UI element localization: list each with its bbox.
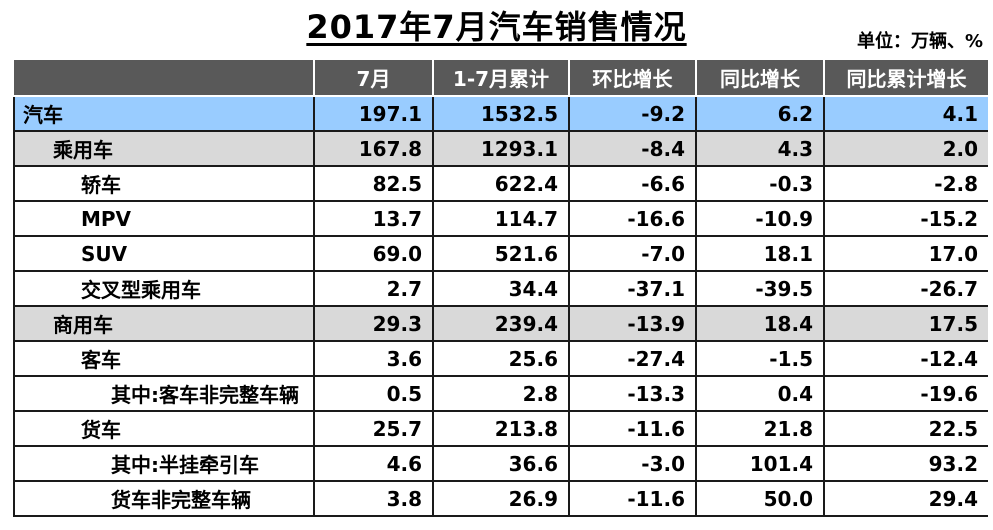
row-label: 货车: [13, 411, 314, 447]
header-cell: 1-7月累计: [432, 60, 569, 97]
value-cell: 622.4: [432, 166, 569, 202]
table-row: 货车非完整车辆 3.8 26.9 -11.6 50.0 29.4: [13, 481, 988, 517]
value-cell: -11.6: [568, 411, 696, 447]
header-cell: 同比增长: [695, 60, 824, 97]
row-label: MPV: [13, 201, 314, 237]
value-cell: 82.5: [313, 166, 433, 202]
sales-table: 7月 1-7月累计 环比增长 同比增长 同比累计增长 汽车 197.1 1532.5 -9.2…: [13, 60, 988, 517]
value-cell: 239.4: [432, 306, 569, 342]
value-cell: 4.1: [823, 96, 988, 132]
value-cell: 25.6: [432, 341, 569, 377]
value-cell: 4.6: [313, 446, 433, 482]
value-cell: 21.8: [695, 411, 824, 447]
table-row: 商用车 29.3 239.4 -13.9 18.4 17.5: [13, 306, 988, 342]
value-cell: 29.4: [823, 481, 988, 517]
value-cell: 521.6: [432, 236, 569, 272]
value-cell: 101.4: [695, 446, 824, 482]
value-cell: 6.2: [695, 96, 824, 132]
header-cell: 7月: [313, 60, 433, 97]
value-cell: -16.6: [568, 201, 696, 237]
value-cell: -37.1: [568, 271, 696, 307]
value-cell: 26.9: [432, 481, 569, 517]
table-row: 轿车 82.5 622.4 -6.6 -0.3 -2.8: [13, 166, 988, 202]
value-cell: 167.8: [313, 131, 433, 167]
value-cell: -2.8: [823, 166, 988, 202]
row-label: 汽车: [13, 96, 314, 132]
value-cell: -1.5: [695, 341, 824, 377]
value-cell: 0.4: [695, 376, 824, 412]
value-cell: 213.8: [432, 411, 569, 447]
row-label: 其中:客车非完整车辆: [13, 376, 314, 412]
value-cell: -3.0: [568, 446, 696, 482]
value-cell: 2.0: [823, 131, 988, 167]
row-label: 商用车: [13, 306, 314, 342]
header-row: 7月 1-7月累计 环比增长 同比增长 同比累计增长: [14, 60, 988, 97]
value-cell: -19.6: [823, 376, 988, 412]
value-cell: -11.6: [568, 481, 696, 517]
row-label: 货车非完整车辆: [13, 481, 314, 517]
page-title: 2017年7月汽车销售情况: [306, 8, 687, 46]
value-cell: 0.5: [313, 376, 433, 412]
value-cell: -12.4: [823, 341, 988, 377]
value-cell: 197.1: [313, 96, 433, 132]
header-cell: 同比累计增长: [823, 60, 988, 97]
table-row: 客车 3.6 25.6 -27.4 -1.5 -12.4: [13, 341, 988, 377]
row-label: 乘用车: [13, 131, 314, 167]
table-row: 乘用车 167.8 1293.1 -8.4 4.3 2.0: [13, 131, 988, 167]
value-cell: 18.4: [695, 306, 824, 342]
value-cell: 17.0: [823, 236, 988, 272]
row-label: SUV: [13, 236, 314, 272]
value-cell: -7.0: [568, 236, 696, 272]
value-cell: 34.4: [432, 271, 569, 307]
value-cell: -27.4: [568, 341, 696, 377]
value-cell: -26.7: [823, 271, 988, 307]
value-cell: 4.3: [695, 131, 824, 167]
unit-label: 单位：万辆、%: [856, 31, 983, 52]
value-cell: -39.5: [695, 271, 824, 307]
value-cell: 18.1: [695, 236, 824, 272]
table-row: SUV 69.0 521.6 -7.0 18.1 17.0: [13, 236, 988, 272]
row-label: 轿车: [13, 166, 314, 202]
row-label: 交叉型乘用车: [13, 271, 314, 307]
header-cell-rowlabel: [14, 60, 314, 97]
value-cell: 13.7: [313, 201, 433, 237]
table-body: 汽车 197.1 1532.5 -9.2 6.2 4.1 乘用车 167.8 1293.1 -8.…: [13, 96, 988, 517]
value-cell: 2.7: [313, 271, 433, 307]
value-cell: 17.5: [823, 306, 988, 342]
value-cell: 25.7: [313, 411, 433, 447]
value-cell: -13.3: [568, 376, 696, 412]
value-cell: -0.3: [695, 166, 824, 202]
value-cell: 3.8: [313, 481, 433, 517]
value-cell: 3.6: [313, 341, 433, 377]
value-cell: -10.9: [695, 201, 824, 237]
value-cell: 1532.5: [432, 96, 569, 132]
table-row: 交叉型乘用车 2.7 34.4 -37.1 -39.5 -26.7: [13, 271, 988, 307]
table-row: 货车 25.7 213.8 -11.6 21.8 22.5: [13, 411, 988, 447]
value-cell: 1293.1: [432, 131, 569, 167]
value-cell: 69.0: [313, 236, 433, 272]
row-label: 客车: [13, 341, 314, 377]
value-cell: 50.0: [695, 481, 824, 517]
value-cell: -13.9: [568, 306, 696, 342]
value-cell: 2.8: [432, 376, 569, 412]
value-cell: 36.6: [432, 446, 569, 482]
table-row: 汽车 197.1 1532.5 -9.2 6.2 4.1: [13, 96, 988, 132]
value-cell: 29.3: [313, 306, 433, 342]
value-cell: 93.2: [823, 446, 988, 482]
value-cell: -6.6: [568, 166, 696, 202]
value-cell: -8.4: [568, 131, 696, 167]
row-label: 其中:半挂牵引车: [13, 446, 314, 482]
value-cell: 114.7: [432, 201, 569, 237]
table-row: 其中:客车非完整车辆 0.5 2.8 -13.3 0.4 -19.6: [13, 376, 988, 412]
header-cell: 环比增长: [568, 60, 696, 97]
value-cell: 22.5: [823, 411, 988, 447]
table-row: 其中:半挂牵引车 4.6 36.6 -3.0 101.4 93.2: [13, 446, 988, 482]
table-row: MPV 13.7 114.7 -16.6 -10.9 -15.2: [13, 201, 988, 237]
value-cell: -9.2: [568, 96, 696, 132]
value-cell: -15.2: [823, 201, 988, 237]
